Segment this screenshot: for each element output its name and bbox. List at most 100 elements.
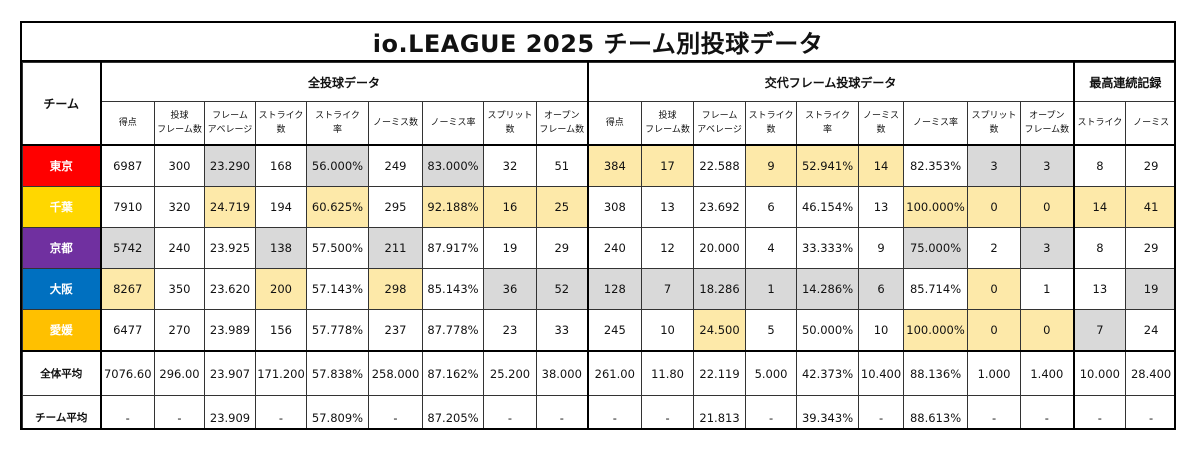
stat-cell: 0 (1020, 309, 1075, 352)
group-header-row: チーム 全投球データ 交代フレーム投球データ 最高連続記録 (22, 62, 1174, 146)
stat-cell: 249 (368, 144, 423, 187)
stat-cell: 8 (1073, 144, 1127, 187)
column-header: ストライク数 (745, 101, 798, 146)
stat-cell: 308 (587, 186, 643, 228)
stat-cell: 14.286% (796, 268, 860, 310)
stat-cell: 13 (641, 186, 695, 228)
column-header: ノーミス数 (858, 101, 905, 146)
average-cell: 21.813 (693, 395, 747, 428)
stat-cell: 6987 (100, 144, 155, 187)
stat-cell: 18.286 (693, 268, 747, 310)
stat-cell: 29 (535, 227, 589, 269)
team-column-header: チーム (22, 62, 102, 146)
stat-cell: 100.000% (903, 309, 969, 352)
average-cell: 28.400 (1125, 350, 1174, 396)
average-cell: - (483, 395, 537, 428)
stat-cell: 23 (483, 309, 537, 352)
column-header: ノーミス率 (422, 101, 484, 146)
average-cell: - (641, 395, 695, 428)
stat-cell: 16 (483, 186, 537, 228)
column-header: ストライク率 (306, 101, 369, 146)
stat-cell: 6477 (100, 309, 155, 352)
stat-cell: 85.714% (903, 268, 969, 310)
column-header: 投球 フレーム数 (154, 101, 205, 146)
stat-cell: 75.000% (903, 227, 969, 269)
stat-cell: 52 (535, 268, 589, 310)
stat-cell: 168 (255, 144, 307, 187)
average-cell: - (745, 395, 798, 428)
stat-cell: 320 (154, 186, 205, 228)
column-header: オープン フレーム数 (535, 101, 589, 146)
stat-cell: 36 (483, 268, 537, 310)
average-cell: 296.00 (154, 350, 205, 396)
column-header: 得点 (100, 101, 155, 146)
stat-cell: 245 (587, 309, 643, 352)
stat-cell: 57.500% (306, 227, 369, 269)
average-row: 全体平均 7076.60 296.00 23.907 171.200 57.838% 258… (22, 350, 1174, 396)
average-cell: 1.400 (1020, 350, 1075, 396)
stat-cell: 14 (1073, 186, 1127, 228)
stat-cell: 7 (1073, 309, 1127, 352)
stat-cell: 13 (858, 186, 905, 228)
stat-cell: 298 (368, 268, 423, 310)
stats-table: チーム 全投球データ 交代フレーム投球データ 最高連続記録 得点 投球 フレーム数 フレー… (22, 62, 1174, 428)
stat-cell: 0 (967, 186, 1022, 228)
average-cell: 10.000 (1073, 350, 1127, 396)
average-cell: 42.373% (796, 350, 860, 396)
average-cell: 38.000 (535, 350, 589, 396)
column-header: スプリット数 (967, 101, 1022, 146)
column-header: 得点 (587, 101, 643, 146)
group-header: 交代フレーム投球データ (587, 62, 1075, 102)
stat-cell: 4 (745, 227, 798, 269)
team-row: 東京 6987 300 23.290 168 56.000% 249 83.000% 32 51 3… (22, 144, 1174, 187)
team-name-cell: 東京 (22, 144, 102, 187)
stat-cell: 194 (255, 186, 307, 228)
group-header: 最高連続記録 (1073, 62, 1174, 102)
average-cell: - (535, 395, 589, 428)
stat-cell: 9 (858, 227, 905, 269)
column-header: オープン フレーム数 (1020, 101, 1075, 146)
team-row: 愛媛 6477 270 23.989 156 57.778% 237 87.778% 23 33 2… (22, 309, 1174, 352)
average-cell: - (1073, 395, 1127, 428)
average-cell: 5.000 (745, 350, 798, 396)
average-cell: 171.200 (255, 350, 307, 396)
stat-cell: 300 (154, 144, 205, 187)
average-cell: 10.400 (858, 350, 905, 396)
stat-cell: 33.333% (796, 227, 860, 269)
stat-cell: 237 (368, 309, 423, 352)
average-cell: - (967, 395, 1022, 428)
stat-cell: 23.925 (204, 227, 256, 269)
team-row: 千葉 7910 320 24.719 194 60.625% 295 92.188% 16 25 3… (22, 186, 1174, 228)
column-header: ストライク (1073, 101, 1127, 146)
stat-cell: 1 (745, 268, 798, 310)
stat-cell: 2 (967, 227, 1022, 269)
stat-cell: 270 (154, 309, 205, 352)
average-cell: 23.909 (204, 395, 256, 428)
stat-cell: 83.000% (422, 144, 484, 187)
average-cell: - (1020, 395, 1075, 428)
average-cell: - (100, 395, 155, 428)
average-cell: 39.343% (796, 395, 860, 428)
stat-cell: 24.500 (693, 309, 747, 352)
sheet-title: io.LEAGUE 2025 チーム別投球データ (22, 23, 1174, 62)
stat-cell: 156 (255, 309, 307, 352)
stat-cell: 13 (1073, 268, 1127, 310)
column-header: ノーミス率 (903, 101, 969, 146)
average-cell: - (368, 395, 423, 428)
average-cell: 22.119 (693, 350, 747, 396)
stat-cell: 19 (483, 227, 537, 269)
stat-cell: 0 (967, 309, 1022, 352)
average-cell: 87.162% (422, 350, 484, 396)
average-cell: - (255, 395, 307, 428)
average-label: チーム平均 (22, 395, 102, 428)
stat-cell: 0 (1020, 186, 1075, 228)
stat-cell: 12 (641, 227, 695, 269)
group-header: 全投球データ (99, 62, 589, 102)
stat-cell: 33 (535, 309, 589, 352)
average-cell: 57.809% (306, 395, 369, 428)
average-cell: - (587, 395, 643, 428)
stat-cell: 87.917% (422, 227, 484, 269)
stat-cell: 138 (255, 227, 307, 269)
average-cell: 258.000 (368, 350, 423, 396)
stat-cell: 295 (368, 186, 423, 228)
